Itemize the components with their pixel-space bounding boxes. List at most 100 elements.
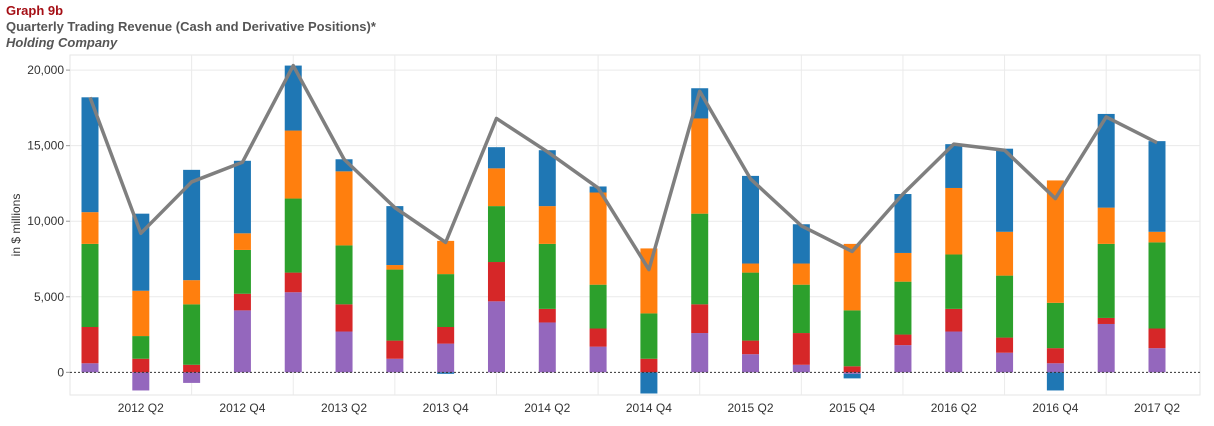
bar-segment — [894, 334, 912, 346]
chart-subtitle: Holding Company — [6, 35, 118, 50]
plot-border — [69, 54, 1201, 396]
bar-segment — [1046, 348, 1064, 364]
bar-segment — [843, 310, 861, 367]
bar-segment — [437, 372, 455, 374]
y-tick-label: 0 — [57, 365, 64, 379]
bar-segment — [386, 269, 404, 341]
y-tick-label: 5,000 — [34, 290, 64, 304]
bar-segment — [691, 333, 709, 373]
bar-segment — [386, 358, 404, 373]
bar-segment — [1148, 141, 1166, 232]
bar-segment — [640, 372, 658, 394]
bar-segment — [996, 337, 1014, 353]
bar-segment — [691, 213, 709, 305]
bar-segment — [792, 224, 810, 264]
bar-segment — [538, 308, 556, 323]
bar-segment — [640, 313, 658, 359]
bar-segment — [843, 243, 861, 311]
bar-segment — [691, 118, 709, 214]
bar-segment — [538, 150, 556, 207]
bar-segment — [81, 212, 99, 244]
x-tick-label: 2014 Q2 — [524, 401, 570, 415]
bar-segment — [183, 280, 201, 305]
x-tick-label: 2012 Q2 — [118, 401, 164, 415]
bar-segment — [233, 249, 251, 294]
bar-segment — [335, 331, 353, 373]
bar-segment — [843, 373, 861, 379]
bar-segment — [183, 364, 201, 373]
bar-segment — [589, 328, 607, 347]
bar-segment — [538, 243, 556, 309]
bar-segment — [335, 304, 353, 332]
bar-segment — [386, 340, 404, 359]
bar-segment — [894, 194, 912, 253]
chart-title: Quarterly Trading Revenue (Cash and Deri… — [6, 19, 376, 34]
bar-segment — [183, 304, 201, 365]
bar-segment — [132, 358, 150, 373]
bar-segment — [1097, 323, 1115, 373]
bar-segment — [640, 358, 658, 373]
bar-segment — [589, 284, 607, 329]
bar-segment — [1097, 243, 1115, 318]
bar-segment — [386, 265, 404, 270]
x-tick-label: 2013 Q2 — [321, 401, 367, 415]
bar-segment — [945, 254, 963, 309]
bar-segment — [843, 372, 861, 374]
bar-segment — [1097, 207, 1115, 244]
bar-segment — [183, 372, 201, 383]
bar-segment — [1046, 302, 1064, 349]
bar-segment — [487, 301, 505, 373]
x-tick-label: 2015 Q4 — [829, 401, 875, 415]
bar-segment — [792, 263, 810, 285]
bar-segment — [1148, 231, 1166, 243]
bar-segment — [996, 148, 1014, 232]
bar-segment — [132, 290, 150, 337]
bar-segment — [386, 206, 404, 266]
bar-segment — [996, 275, 1014, 338]
bar-segment — [1097, 317, 1115, 324]
chart-header: Graph 9b Quarterly Trading Revenue (Cash… — [6, 3, 376, 51]
graph-label: Graph 9b — [6, 3, 64, 18]
x-tick-label: 2013 Q4 — [423, 401, 469, 415]
bar-segment — [742, 354, 760, 373]
bar-segment — [945, 187, 963, 255]
bar-segment — [538, 322, 556, 373]
y-tick-label: 20,000 — [27, 63, 64, 77]
bar-segment — [284, 198, 302, 273]
bar-segment — [589, 192, 607, 285]
bar-segment — [894, 281, 912, 335]
bar-segment — [233, 160, 251, 234]
bar-segment — [538, 206, 556, 244]
bar-segment — [132, 213, 150, 291]
bar-segment — [487, 262, 505, 302]
bar-segment — [437, 327, 455, 344]
bar-segment — [81, 327, 99, 364]
y-tick-label: 15,000 — [27, 139, 64, 153]
bar-segment — [284, 65, 302, 131]
bar-segment — [945, 144, 963, 188]
bar-segment — [284, 292, 302, 373]
bar-segment — [792, 333, 810, 365]
bar-segment — [233, 293, 251, 311]
bar-segment — [742, 175, 760, 264]
bar-segment — [487, 147, 505, 169]
bar-segment — [132, 372, 150, 391]
bar-segment — [742, 340, 760, 355]
bar-segment — [742, 272, 760, 341]
bar-segment — [1148, 328, 1166, 349]
bar-segment — [81, 243, 99, 327]
bar-segment — [437, 240, 455, 275]
x-tick-label: 2017 Q2 — [1134, 401, 1180, 415]
bar-segment — [1046, 363, 1064, 373]
bar-segment — [335, 245, 353, 305]
bar-segment — [487, 168, 505, 207]
bar-segment — [894, 252, 912, 282]
bar-segment — [132, 336, 150, 359]
bar-segment — [233, 310, 251, 373]
bar-segment — [1148, 348, 1166, 373]
bar-segment — [284, 272, 302, 293]
bar-segment — [996, 352, 1014, 373]
bar-segment — [945, 331, 963, 373]
